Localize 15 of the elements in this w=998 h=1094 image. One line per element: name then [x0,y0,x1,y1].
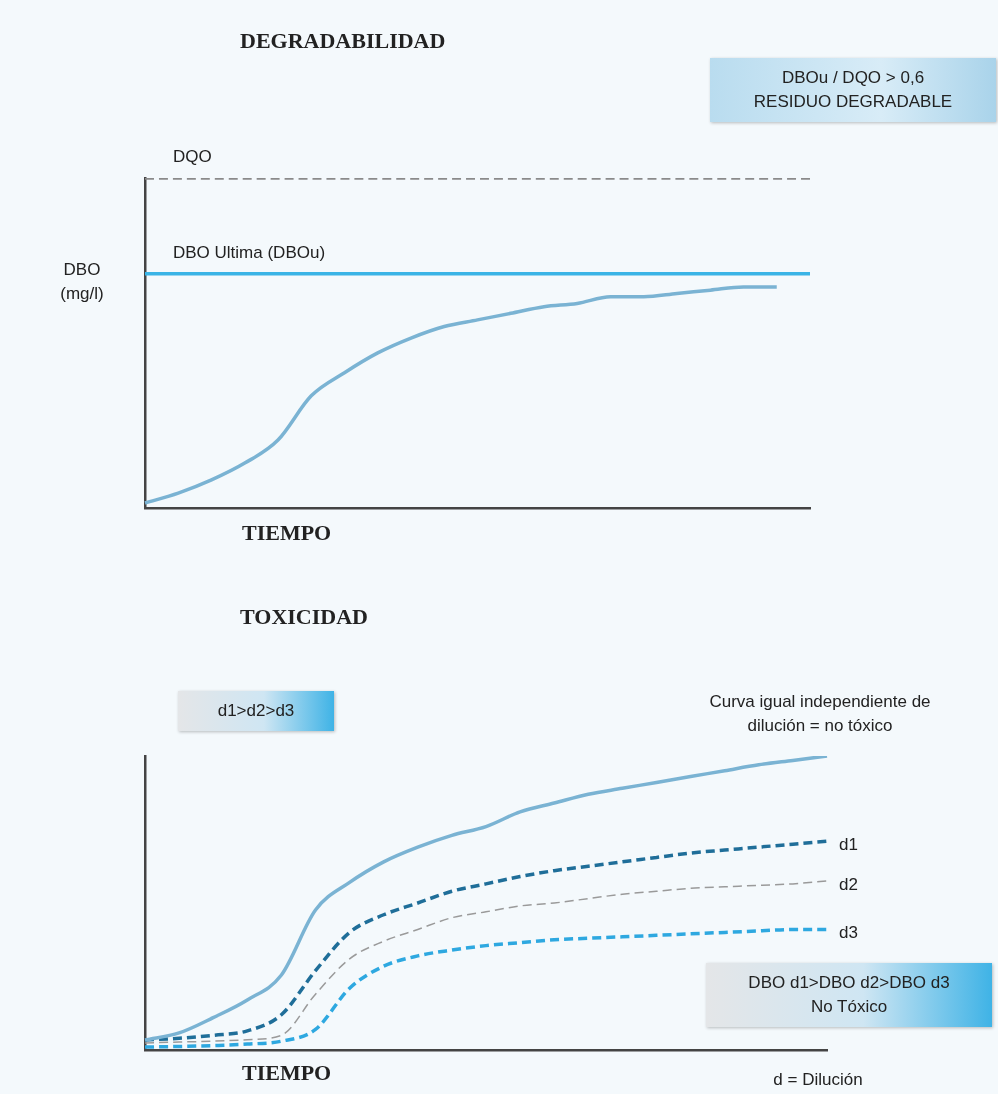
series-label: d3 [839,923,858,943]
label-box: DBOu / DQO > 0,6 RESIDUO DEGRADABLE [710,58,996,122]
series-label: DBO Ultima (DBOu) [173,242,326,262]
series-label: d2 [839,874,858,894]
text: d = Dilución [772,1069,864,1091]
chart-title: TOXICIDAD [240,604,368,630]
text: Curva igual independiente de dilución = no tóxico [708,691,932,737]
series-label: d1 [839,834,858,854]
chart-title: DEGRADABILIDAD [240,28,446,54]
y-axis-title: DBO (mg/l) [59,259,105,305]
series-label: DQO [173,147,212,167]
label-box: d1>d2>d3 [178,691,334,731]
x-axis-title: TIEMPO [242,520,332,546]
label-box: DBO d1>DBO d2>DBO d3 No Tóxico [706,963,992,1027]
x-axis-title: TIEMPO [242,1060,332,1086]
